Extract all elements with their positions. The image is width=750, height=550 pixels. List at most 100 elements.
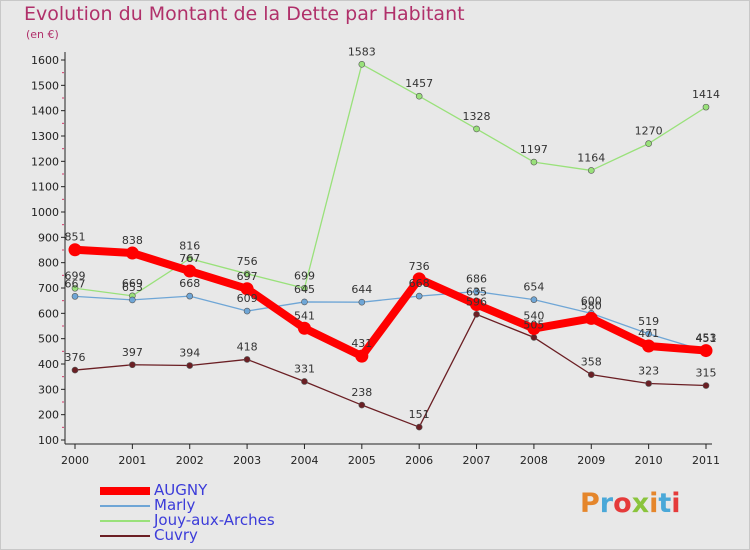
data-point: [530, 334, 538, 341]
data-point: [527, 322, 541, 336]
data-point: [71, 284, 79, 292]
data-label: 394: [179, 347, 200, 360]
data-label: 686: [466, 273, 487, 286]
data-point: [243, 270, 251, 278]
data-label: 1164: [577, 151, 605, 164]
legend-swatch: [100, 534, 150, 537]
x-tick-label: 2002: [176, 454, 204, 467]
data-label: 505: [523, 318, 544, 331]
data-point: [530, 158, 538, 166]
data-label: 540: [523, 310, 544, 323]
data-label: 358: [581, 356, 602, 369]
y-tick-label: 1000: [31, 206, 59, 219]
data-label: 397: [122, 346, 143, 359]
data-label: 669: [122, 277, 143, 290]
chart-legend: AUGNY Marly Jouy-aux-Arches Cuvry: [100, 483, 275, 543]
data-point: [412, 272, 426, 286]
data-point: [530, 296, 538, 303]
x-tick-label: 2006: [405, 454, 433, 467]
data-point: [587, 167, 595, 174]
y-tick-label: 1400: [31, 105, 59, 118]
x-tick-label: 2010: [635, 454, 663, 467]
data-label: 323: [638, 365, 659, 378]
legend-swatch: [100, 486, 150, 495]
data-label: 736: [409, 260, 430, 273]
data-point: [301, 298, 308, 306]
data-label: 609: [237, 292, 258, 305]
data-label: 1270: [635, 125, 663, 138]
data-point: [415, 92, 423, 100]
data-label: 315: [696, 367, 717, 380]
x-tick-label: 2000: [61, 454, 89, 467]
data-point: [183, 264, 197, 278]
data-point: [699, 344, 713, 358]
data-label: 580: [581, 299, 602, 312]
data-point: [243, 356, 251, 363]
legend-label: AUGNY: [154, 481, 208, 499]
y-tick-label: 1600: [31, 54, 59, 67]
x-tick-label: 2004: [290, 454, 318, 467]
data-label: 1328: [463, 110, 491, 123]
y-tick-label: 600: [38, 307, 59, 320]
x-tick-label: 2008: [520, 454, 548, 467]
data-label: 645: [294, 283, 315, 296]
data-label: 838: [122, 234, 143, 247]
data-label: 600: [581, 294, 602, 307]
y-tick-label: 1500: [31, 79, 59, 92]
x-tick-label: 2007: [463, 454, 491, 467]
data-point: [645, 380, 652, 387]
data-label: 151: [409, 408, 430, 421]
y-tick-label: 500: [38, 333, 59, 346]
data-point: [297, 321, 311, 335]
x-tick-label: 2003: [233, 454, 261, 467]
y-tick-label: 900: [38, 231, 59, 244]
data-label: 699: [294, 269, 315, 282]
data-point: [186, 255, 194, 262]
data-label: 418: [237, 340, 258, 353]
data-label: 668: [409, 277, 430, 290]
y-tick-label: 700: [38, 282, 59, 295]
data-label: 668: [179, 277, 200, 290]
series-line-augny: [71, 245, 710, 361]
data-point: [358, 401, 366, 409]
data-point: [358, 298, 366, 306]
data-label: 1583: [348, 45, 376, 58]
data-label: 1197: [520, 143, 548, 156]
data-point: [129, 361, 136, 369]
data-label: 851: [65, 231, 86, 244]
legend-label: Jouy-aux-Arches: [154, 511, 275, 529]
data-label: 816: [179, 240, 200, 253]
proxiti-logo: Proxiti: [580, 488, 681, 519]
data-point: [587, 371, 595, 378]
y-tick-label: 1200: [31, 155, 59, 168]
legend-item: AUGNY: [100, 483, 275, 498]
series-line-marly: [74, 290, 707, 352]
x-tick-label: 2005: [348, 454, 376, 467]
legend-item: Jouy-aux-Arches: [100, 513, 275, 528]
data-label: 767: [179, 252, 200, 265]
data-label: 331: [294, 362, 315, 375]
data-point: [645, 140, 652, 147]
data-point: [358, 61, 366, 68]
data-point: [71, 366, 79, 374]
data-label: 376: [65, 351, 86, 364]
data-point: [125, 246, 139, 260]
data-point: [645, 330, 652, 338]
data-label: 596: [466, 295, 487, 308]
data-point: [473, 125, 480, 133]
data-point: [301, 378, 308, 385]
data-point: [240, 282, 254, 296]
data-label: 451: [696, 332, 717, 345]
y-tick-label: 400: [38, 358, 59, 371]
chart-title: Evolution du Montant de la Dette par Hab…: [24, 3, 465, 25]
series-line-cuvry: [74, 313, 707, 428]
y-tick-label: 1100: [31, 181, 59, 194]
data-point: [415, 292, 423, 300]
data-label: 644: [351, 283, 372, 296]
data-point: [355, 349, 369, 363]
data-label: 756: [237, 255, 258, 268]
data-point: [243, 307, 251, 315]
data-point: [415, 423, 423, 431]
